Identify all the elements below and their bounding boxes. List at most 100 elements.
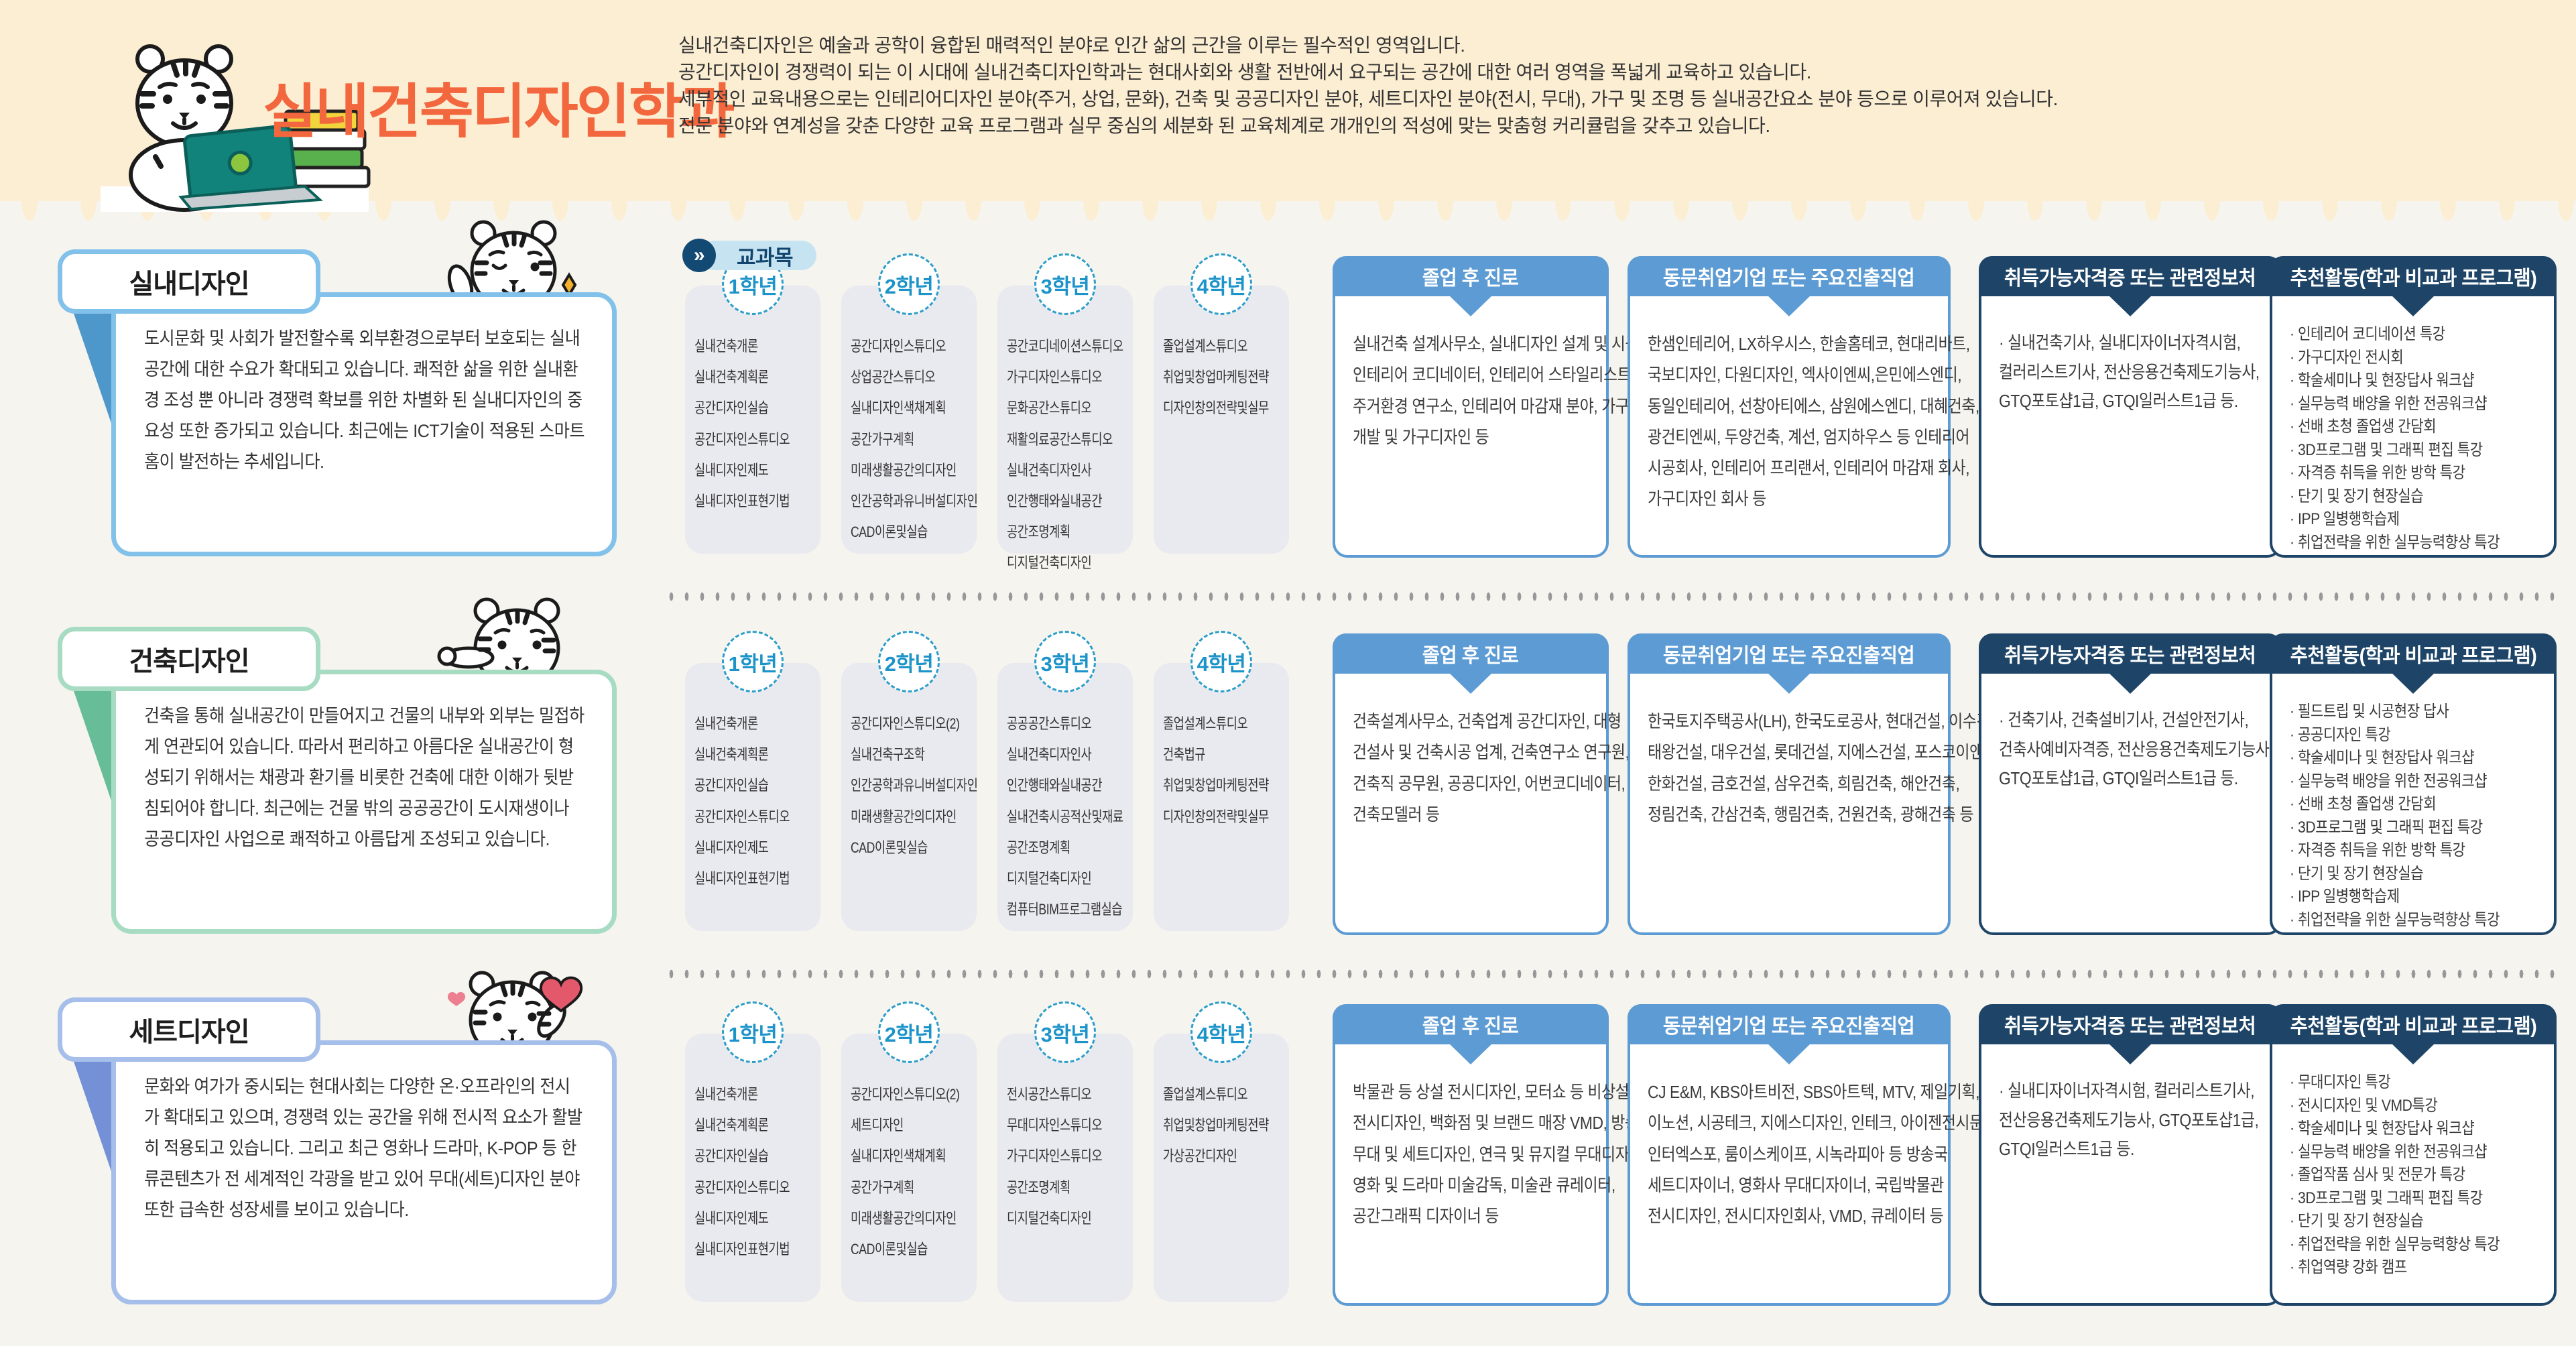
activities-box: 추천활동(학과 비교과 프로그램) · 인테리어 코디네이션 특강 · 가구디자…: [2270, 256, 2557, 558]
certificate-box-title: 취득가능자격증 또는 관련정보처: [2004, 645, 2256, 667]
course-list: 실내건축개론 실내건축계획론 공간디자인실습 공간디자인스튜디오 실내디자인제도…: [694, 1086, 790, 1258]
course-list: 공간디자인스튜디오(2) 실내건축구조학 인간공학과유니버설디자인 미래생활공간…: [851, 715, 978, 856]
certificate-box-body: · 실내건축기사, 실내디자이너자격시험, 컬러리스트기사, 전산응용건축제도기…: [1999, 332, 2260, 412]
career-box-body: 건축설계사무소, 건축업계 공간디자인, 대형 건설사 및 건축시공 업계, 건…: [1353, 711, 1630, 824]
box-tail-icon: [1767, 1043, 1811, 1064]
year-column-2: 공간디자인스튜디오(2) 세트디자인 실내디자인색채계획 공간가구계획 미래생활…: [841, 997, 977, 1303]
box-tail-icon: [2108, 672, 2152, 694]
year-badge: 3학년: [1034, 631, 1096, 692]
header-band: [0, 0, 2576, 231]
year-column-1: 실내건축개론 실내건축계획론 공간디자인실습 공간디자인스튜디오 실내디자인제도…: [685, 249, 820, 555]
track-title: 건축디자인: [129, 647, 250, 676]
activities-box-header: 추천활동(학과 비교과 프로그램): [2270, 1004, 2557, 1044]
course-panel: 졸업설계스튜디오 건축법규 취업및창업마케팅전략 디자인창의전략및실무: [1154, 663, 1289, 931]
activities-box: 추천활동(학과 비교과 프로그램) · 필드트립 및 시공현장 답사 · 공공디…: [2270, 633, 2557, 935]
box-tail-icon: [2391, 1043, 2435, 1064]
course-list: 실내건축개론 실내건축계획론 공간디자인실습 공간디자인스튜디오 실내디자인제도…: [694, 715, 790, 887]
year-column-3: 전시공간스튜디오 무대디자인스튜디오 가구디자인스튜디오 공간조명계획 디지털건…: [997, 997, 1133, 1303]
career-box-header: 졸업 후 진로: [1333, 1004, 1609, 1044]
alumni-box: 동문취업기업 또는 주요진출직업 한샘인테리어, LX하우시스, 한솔홈테코, …: [1628, 256, 1979, 558]
course-panel: 실내건축개론 실내건축계획론 공간디자인실습 공간디자인스튜디오 실내디자인제도…: [685, 663, 820, 931]
activities-box: 추천활동(학과 비교과 프로그램) · 무대디자인 특강 · 전시디자인 및 V…: [2270, 1004, 2557, 1306]
career-box-header: 졸업 후 진로: [1333, 256, 1609, 296]
track-description: 문화와 여가가 중시되는 현대사회는 다양한 온·오프라인의 전시가 확대되고 …: [144, 1077, 582, 1220]
course-list: 공간코디네이션스튜디오 가구디자인스튜디오 문화공간스튜디오 재활의료공간스튜디…: [1007, 338, 1123, 572]
certificate-box: 취득가능자격증 또는 관련정보처 · 실내건축기사, 실내디자이너자격시험, 컬…: [1979, 256, 2282, 558]
box-tail-icon: [1449, 1043, 1493, 1064]
year-column-1: 실내건축개론 실내건축계획론 공간디자인실습 공간디자인스튜디오 실내디자인제도…: [685, 997, 820, 1303]
certificate-box: 취득가능자격증 또는 관련정보처 · 건축기사, 건축설비기사, 건설안전기사,…: [1979, 633, 2282, 935]
career-box: 졸업 후 진로 건축설계사무소, 건축업계 공간디자인, 대형 건설사 및 건축…: [1333, 633, 1630, 935]
track-title-bubble: 실내디자인: [58, 249, 320, 314]
activities-box-title: 추천활동(학과 비교과 프로그램): [2290, 1016, 2536, 1038]
track-description-box: 도시문화 및 사회가 발전할수록 외부환경으로부터 보호되는 실내공간에 대한 …: [111, 292, 617, 556]
activities-box-title: 추천활동(학과 비교과 프로그램): [2290, 267, 2536, 290]
year-badge: 3학년: [1034, 253, 1096, 315]
career-box-title: 졸업 후 진로: [1422, 645, 1519, 667]
course-panel: 공간코디네이션스튜디오 가구디자인스튜디오 문화공간스튜디오 재활의료공간스튜디…: [997, 286, 1133, 571]
year-column-3: 공간코디네이션스튜디오 가구디자인스튜디오 문화공간스튜디오 재활의료공간스튜디…: [997, 249, 1133, 571]
alumni-box: 동문취업기업 또는 주요진출직업 한국토지주택공사(LH), 한국도로공사, 현…: [1628, 633, 2008, 935]
box-tail-icon: [1767, 672, 1811, 694]
year-column-1: 실내건축개론 실내건축계획론 공간디자인실습 공간디자인스튜디오 실내디자인제도…: [685, 627, 820, 932]
curriculum-badge: 교과목 »: [682, 239, 823, 272]
activities-box-body: · 필드트립 및 시공현장 답사 · 공공디자인 특강 · 학술세미나 및 현장…: [2290, 702, 2500, 929]
career-box-title: 졸업 후 진로: [1422, 1016, 1519, 1038]
year-badge: 4학년: [1190, 631, 1252, 692]
certificate-box-body: · 실내디자이너자격시험, 컬러리스트기사, 전산응용건축제도기능사, GTQ포…: [1999, 1081, 2259, 1160]
alumni-box: 동문취업기업 또는 주요진출직업 CJ E&M, KBS아트비전, SBS아트텍…: [1628, 1004, 2002, 1306]
track-description-box: 건축을 통해 실내공간이 만들어지고 건물의 내부와 외부는 밀접하게 연관되어…: [111, 670, 617, 934]
course-list: 졸업설계스튜디오 취업및창업마케팅전략 디자인창의전략및실무: [1163, 338, 1269, 417]
activities-box-title: 추천활동(학과 비교과 프로그램): [2290, 645, 2536, 667]
course-list: 실내건축개론 실내건축계획론 공간디자인실습 공간디자인스튜디오 실내디자인제도…: [694, 338, 790, 509]
certificate-box-header: 취득가능자격증 또는 관련정보처: [1979, 633, 2282, 674]
track-description-box: 문화와 여가가 중시되는 현대사회는 다양한 온·오프라인의 전시가 확대되고 …: [111, 1040, 617, 1304]
course-panel: 졸업설계스튜디오 취업및창업마케팅전략 디자인창의전략및실무: [1154, 286, 1289, 554]
career-box: 졸업 후 진로 실내건축 설계사무소, 실내디자인 설계 및 시공, 인테리어 …: [1333, 256, 1643, 558]
alumni-box-header: 동문취업기업 또는 주요진출직업: [1628, 633, 1951, 674]
year-badge: 2학년: [878, 253, 940, 315]
course-panel: 공공공간스튜디오 실내건축디자인사 인간행태와실내공간 실내건축시공적산및재료 …: [997, 663, 1133, 931]
course-panel: 졸업설계스튜디오 취업및창업마케팅전략 가상공간디자인: [1154, 1034, 1289, 1302]
box-tail-icon: [1449, 672, 1493, 694]
course-panel: 공간디자인스튜디오(2) 실내건축구조학 인간공학과유니버설디자인 미래생활공간…: [841, 663, 978, 931]
box-tail-icon: [1449, 295, 1493, 316]
box-tail-icon: [1767, 295, 1811, 316]
course-list: 공간디자인스튜디오(2) 세트디자인 실내디자인색채계획 공간가구계획 미래생활…: [851, 1086, 960, 1258]
year-badge: 1학년: [722, 1001, 784, 1063]
career-box-header: 졸업 후 진로: [1333, 633, 1609, 674]
alumni-box-header: 동문취업기업 또는 주요진출직업: [1628, 1004, 1951, 1044]
career-box-title: 졸업 후 진로: [1422, 267, 1519, 290]
year-column-2: 공간디자인스튜디오(2) 실내건축구조학 인간공학과유니버설디자인 미래생활공간…: [841, 627, 978, 932]
course-panel: 공간디자인스튜디오(2) 세트디자인 실내디자인색채계획 공간가구계획 미래생활…: [841, 1034, 977, 1302]
track-description: 건축을 통해 실내공간이 만들어지고 건물의 내부와 외부는 밀접하게 연관되어…: [144, 706, 585, 849]
track-title: 실내디자인: [129, 269, 250, 299]
certificate-box-body: · 건축기사, 건축설비기사, 건설안전기사, 건축사예비자격증, 전산응용건축…: [1999, 710, 2270, 789]
box-tail-icon: [2108, 295, 2152, 316]
alumni-box-title: 동문취업기업 또는 주요진출직업: [1663, 645, 1915, 667]
certificate-box-title: 취득가능자격증 또는 관련정보처: [2004, 267, 2256, 290]
tiger-mascot-laptop-icon: [101, 44, 371, 212]
year-column-2: 공간디자인스튜디오 상업공간스튜디오 실내디자인색채계획 공간가구계획 미래생활…: [841, 249, 978, 555]
course-list: 졸업설계스튜디오 건축법규 취업및창업마케팅전략 디자인창의전략및실무: [1163, 715, 1269, 825]
career-box: 졸업 후 진로 박물관 등 상설 전시디자인, 모터쇼 등 비상설 전시디자인,…: [1333, 1004, 1653, 1306]
course-list: 공간디자인스튜디오 상업공간스튜디오 실내디자인색채계획 공간가구계획 미래생활…: [851, 338, 978, 541]
certificate-box: 취득가능자격증 또는 관련정보처 · 실내디자이너자격시험, 컬러리스트기사, …: [1979, 1004, 2282, 1306]
box-tail-icon: [2391, 295, 2435, 316]
year-badge: 4학년: [1190, 1001, 1252, 1063]
track-title-bubble: 건축디자인: [58, 627, 320, 691]
course-panel: 실내건축개론 실내건축계획론 공간디자인실습 공간디자인스튜디오 실내디자인제도…: [685, 1034, 820, 1302]
career-box-body: 실내건축 설계사무소, 실내디자인 설계 및 시공, 인테리어 코디네이터, 인…: [1353, 334, 1644, 447]
course-panel: 실내건축개론 실내건축계획론 공간디자인실습 공간디자인스튜디오 실내디자인제도…: [685, 286, 820, 554]
course-list: 전시공간스튜디오 무대디자인스튜디오 가구디자인스튜디오 공간조명계획 디지털건…: [1007, 1086, 1103, 1227]
course-list: 졸업설계스튜디오 취업및창업마케팅전략 가상공간디자인: [1163, 1086, 1269, 1165]
year-column-4: 졸업설계스튜디오 건축법규 취업및창업마케팅전략 디자인창의전략및실무 4학년: [1154, 627, 1289, 932]
alumni-box-body: 한샘인테리어, LX하우시스, 한솔홈테코, 현대리바트, 국보디자인, 다원디…: [1648, 334, 1979, 509]
certificate-box-header: 취득가능자격증 또는 관련정보처: [1979, 256, 2282, 296]
certificate-box-header: 취득가능자격증 또는 관련정보처: [1979, 1004, 2282, 1044]
track-title-bubble: 세트디자인: [58, 997, 320, 1062]
year-badge: 1학년: [722, 631, 784, 692]
activities-box-body: · 무대디자인 특강 · 전시디자인 및 VMD특강 · 학술세미나 및 현장답…: [2290, 1073, 2500, 1277]
alumni-box-body: 한국토지주택공사(LH), 한국도로공사, 현대건설, 이수건설, 태왕건설, …: [1648, 711, 2008, 824]
